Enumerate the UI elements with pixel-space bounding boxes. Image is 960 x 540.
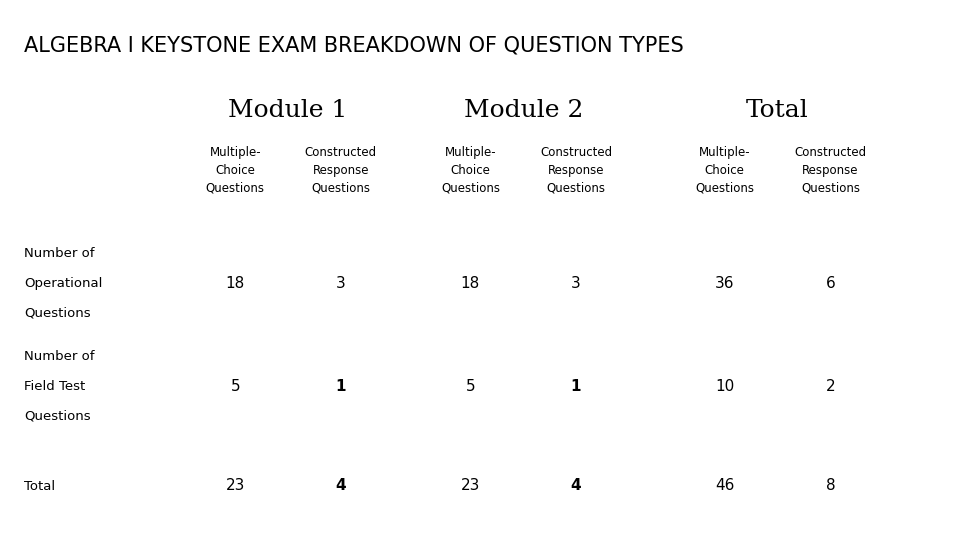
Text: 1: 1 <box>571 379 581 394</box>
Text: Questions: Questions <box>24 307 90 320</box>
Text: Field Test: Field Test <box>24 380 85 393</box>
Text: Multiple-
Choice
Questions: Multiple- Choice Questions <box>441 146 500 194</box>
Text: Total: Total <box>24 480 55 492</box>
Text: 4: 4 <box>570 478 582 494</box>
Text: 10: 10 <box>715 379 734 394</box>
Text: 3: 3 <box>571 276 581 291</box>
Text: Operational: Operational <box>24 277 103 290</box>
Text: 36: 36 <box>715 276 734 291</box>
Text: 2: 2 <box>826 379 835 394</box>
Text: 8: 8 <box>826 478 835 494</box>
Text: Multiple-
Choice
Questions: Multiple- Choice Questions <box>205 146 265 194</box>
Text: Number of: Number of <box>24 350 94 363</box>
Text: Module 2: Module 2 <box>464 99 583 122</box>
Text: 23: 23 <box>226 478 245 494</box>
Text: Total: Total <box>746 99 809 122</box>
Text: 4: 4 <box>335 478 347 494</box>
Text: 5: 5 <box>466 379 475 394</box>
Text: Questions: Questions <box>24 409 90 422</box>
Text: Multiple-
Choice
Questions: Multiple- Choice Questions <box>695 146 755 194</box>
Text: Constructed
Response
Questions: Constructed Response Questions <box>304 146 377 194</box>
Text: 3: 3 <box>336 276 346 291</box>
Text: 23: 23 <box>461 478 480 494</box>
Text: 18: 18 <box>226 276 245 291</box>
Text: 18: 18 <box>461 276 480 291</box>
Text: 46: 46 <box>715 478 734 494</box>
Text: Constructed
Response
Questions: Constructed Response Questions <box>540 146 612 194</box>
Text: 5: 5 <box>230 379 240 394</box>
Text: ALGEBRA I KEYSTONE EXAM BREAKDOWN OF QUESTION TYPES: ALGEBRA I KEYSTONE EXAM BREAKDOWN OF QUE… <box>24 35 684 55</box>
Text: Constructed
Response
Questions: Constructed Response Questions <box>794 146 867 194</box>
Text: Number of: Number of <box>24 247 94 260</box>
Text: 6: 6 <box>826 276 835 291</box>
Text: 1: 1 <box>336 379 346 394</box>
Text: Module 1: Module 1 <box>228 99 348 122</box>
